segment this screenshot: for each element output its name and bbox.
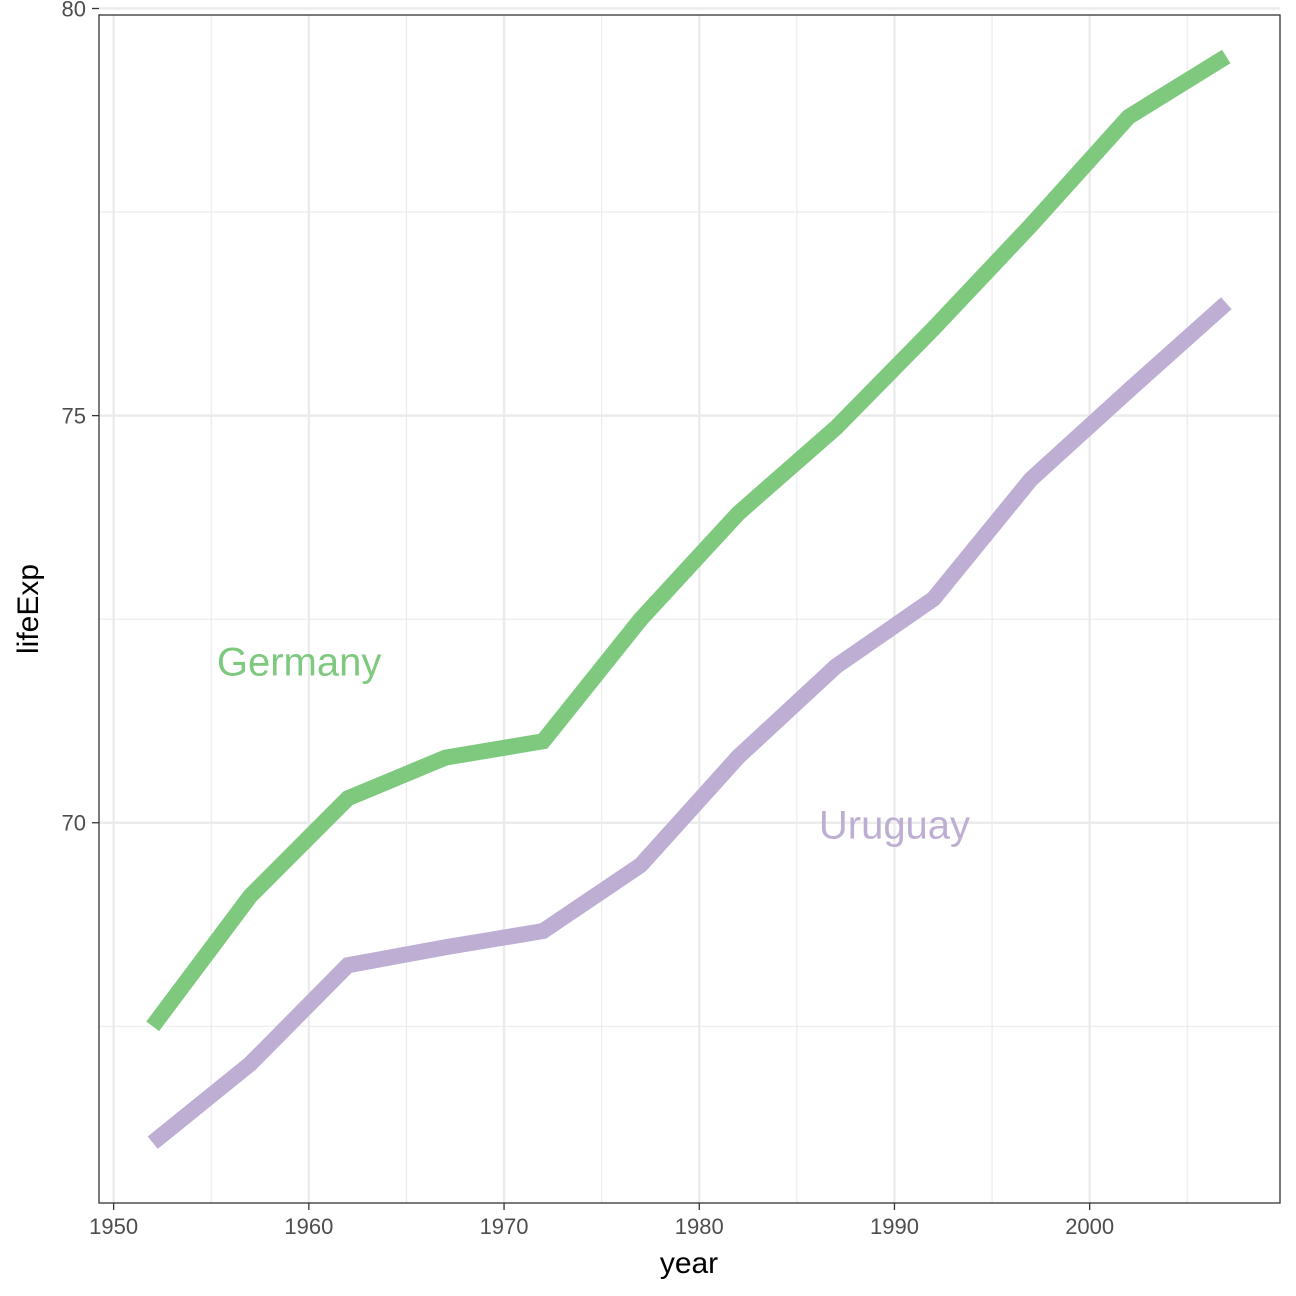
- grid-major: [99, 7, 1280, 1203]
- series-lines: [146, 49, 1232, 1149]
- y-tick-label: 75: [62, 404, 86, 429]
- y-tick-label: 70: [62, 811, 86, 836]
- x-tick-label: 1990: [870, 1214, 919, 1239]
- x-tick-label: 1970: [480, 1214, 529, 1239]
- x-tick-label: 1950: [89, 1214, 138, 1239]
- y-tick-label: 80: [62, 0, 86, 21]
- y-axis-title: lifeExp: [12, 564, 45, 654]
- series-label-uruguay: Uruguay: [819, 803, 970, 847]
- series-label-germany: Germany: [217, 641, 382, 685]
- x-axis-title: year: [660, 1247, 718, 1280]
- series-line-germany: [146, 49, 1231, 1032]
- plot-border: [98, 14, 1281, 1204]
- x-axis: 1950 1960 1970 1980 1990 2000: [89, 1203, 1114, 1239]
- y-axis: 70 75 80: [62, 0, 99, 836]
- x-tick-label: 1960: [284, 1214, 333, 1239]
- series-labels: Germany Uruguay: [217, 641, 970, 848]
- series-line-uruguay: [147, 297, 1232, 1149]
- x-tick-label: 1980: [675, 1214, 724, 1239]
- x-tick-label: 2000: [1065, 1214, 1114, 1239]
- plot-background: [99, 15, 1280, 1203]
